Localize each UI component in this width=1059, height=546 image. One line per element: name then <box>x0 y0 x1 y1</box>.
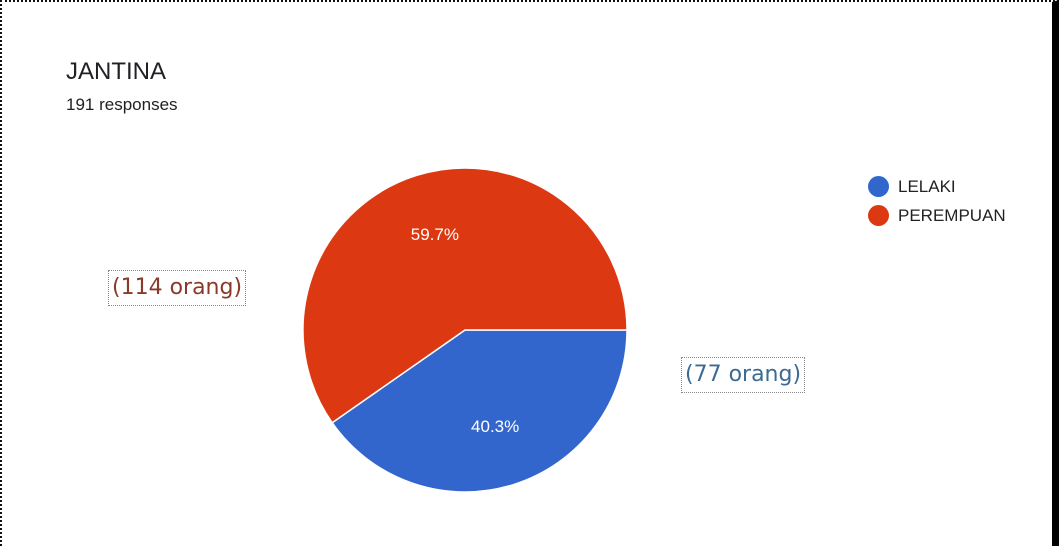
lelaki-count-callout: (77 orang) <box>681 357 806 393</box>
pie-slice-lelaki[interactable] <box>331 329 628 493</box>
legend-swatch-lelaki <box>868 176 889 197</box>
legend-swatch-perempuan <box>868 205 889 226</box>
legend-label-perempuan: PEREMPUAN <box>898 205 1006 225</box>
legend: LELAKI PEREMPUAN <box>868 172 1006 230</box>
legend-label-lelaki: LELAKI <box>898 176 956 196</box>
slice-label-perempuan: 59.7% <box>411 225 459 244</box>
response-count: 191 responses <box>66 95 178 114</box>
slice-label-lelaki: 40.3% <box>471 417 519 436</box>
perempuan-count-callout: (114 orang) <box>108 270 247 306</box>
chart-title: JANTINA <box>66 58 167 85</box>
pie-slice-perempuan[interactable] <box>302 167 628 424</box>
legend-item-lelaki[interactable]: LELAKI <box>868 172 1006 201</box>
legend-item-perempuan[interactable]: PEREMPUAN <box>868 201 1006 230</box>
